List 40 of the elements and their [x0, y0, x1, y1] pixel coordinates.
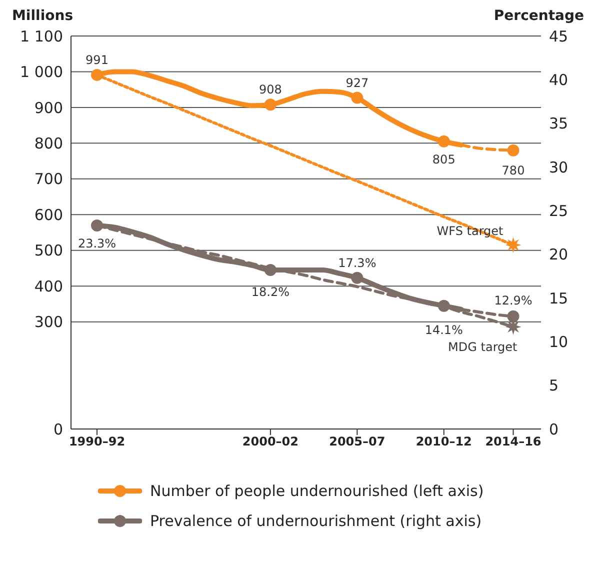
y-axis-title: Millions	[12, 8, 74, 24]
y-tick-label: 1 000	[20, 63, 63, 82]
legend-label: Number of people undernourished (left axis)	[150, 482, 484, 500]
y2-tick-label: 35	[549, 114, 568, 133]
y-tick-label: 500	[34, 242, 63, 260]
y2-tick-label: 45	[549, 27, 568, 46]
y-tick-label: 300	[34, 313, 63, 332]
data-label: 14.1%	[424, 322, 463, 337]
y2-tick-label: 40	[549, 70, 568, 89]
legend-label: Prevalence of undernourishment (right axis)	[150, 512, 482, 530]
y-tick-label: 0	[53, 420, 63, 438]
data-label: 12.9%	[494, 293, 532, 308]
y-tick-label: 600	[34, 206, 63, 224]
data-label: 991	[86, 52, 108, 67]
y-tick-label: 700	[34, 170, 63, 188]
y2-tick-label: 25	[549, 202, 568, 220]
x-tick-label: 2000–02	[242, 434, 298, 449]
y-tick-label: 400	[34, 277, 63, 296]
y2-tick-label: 20	[549, 246, 568, 264]
x-tick-label: 1990–92	[68, 434, 126, 449]
y2-axis-title: Percentage	[494, 8, 584, 24]
x-tick-label: 2010–12	[416, 434, 472, 449]
x-tick-label: 2005–07	[329, 434, 386, 449]
data-label: 908	[258, 82, 282, 97]
data-label: 23.3%	[78, 236, 116, 251]
data-label: 18.2%	[251, 285, 290, 300]
y-tick-label: 900	[34, 98, 63, 117]
y2-tick-label: 10	[549, 332, 568, 351]
y2-tick-label: 5	[549, 376, 559, 395]
data-label: 927	[346, 76, 369, 90]
data-label: 17.3%	[338, 256, 376, 270]
x-tick-label: 2014–16	[485, 434, 542, 449]
data-label: 780	[502, 163, 525, 178]
y2-tick-label: 15	[549, 289, 568, 308]
y-tick-label: 800	[34, 134, 63, 153]
y-tick-label: 1 100	[20, 27, 63, 46]
series-label: MDG target	[448, 340, 518, 354]
data-label: 805	[432, 152, 456, 166]
y2-tick-label: 30	[549, 158, 568, 176]
y2-tick-label: 0	[549, 420, 559, 438]
